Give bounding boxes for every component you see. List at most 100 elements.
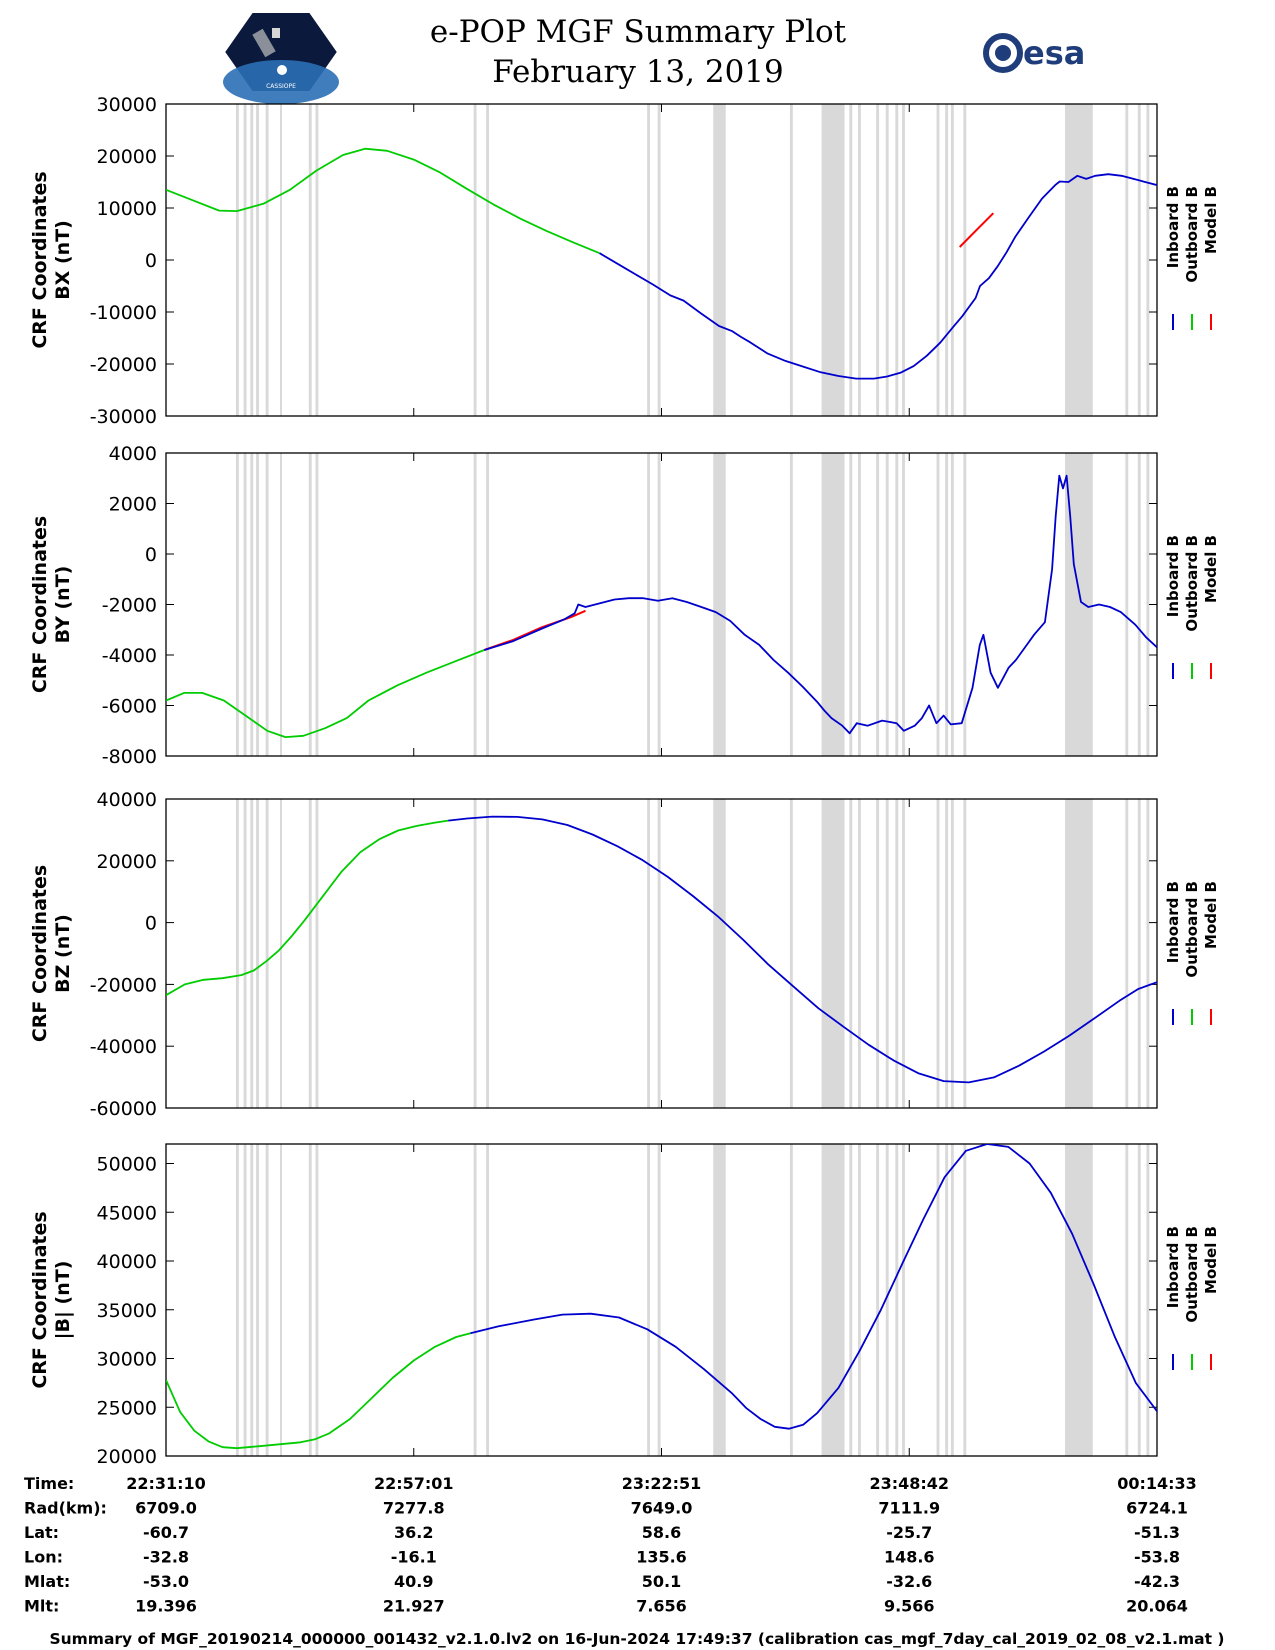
gap-band [885,799,889,1108]
table-cell: -32.8 [143,1548,189,1567]
legend-label: Inboard B [1164,1226,1182,1308]
gap-band [308,453,312,756]
y-tick-label: 0 [145,250,157,272]
table-cell: 22:31:10 [126,1474,206,1493]
panel-4: 50000 45000 40000 35000 30000 25000 20000 CRF C… [29,1143,1220,1468]
y-axis-label-line: |B| (nT) [52,1261,74,1340]
gap-band [1064,799,1093,1108]
gap-band [256,453,259,756]
legend-label: Model B [1202,1226,1220,1294]
y-tick-label: -20000 [90,974,157,996]
gap-band [789,104,793,416]
gap-band [945,1144,949,1456]
footer-caption: Summary of MGF_20190214_000000_001432_v2… [49,1630,1224,1648]
gap-band [1137,104,1141,416]
gap-band [1137,799,1141,1108]
gap-band [250,104,254,416]
table-cell: 6724.1 [1126,1499,1188,1518]
gap-band [945,799,949,1108]
gap-band [250,1144,254,1456]
gap-band [235,1144,239,1456]
gap-band [473,799,477,1108]
gap-band [647,1144,650,1456]
table-cell: 21.927 [383,1597,445,1616]
gap-band [895,799,899,1108]
gap-band [473,104,477,416]
gap-band [963,1144,967,1456]
y-axis-label-line: BZ (nT) [52,914,74,993]
legend-label: Model B [1202,186,1220,254]
y-tick-label: 30000 [97,1349,157,1371]
y-tick-label: -2000 [102,595,157,617]
inboard-b-line [599,173,1157,380]
gap-band [945,104,949,416]
y-tick-label: -60000 [90,1098,157,1120]
series-lines [166,147,1157,380]
gap-band [280,104,282,416]
y-axis-label-line: BX (nT) [52,220,74,300]
gap-band [1146,1144,1150,1456]
gap-band [1137,453,1141,756]
gap-band [713,453,726,756]
gap-band [1064,104,1093,416]
gap-band [657,104,661,416]
y-tick-label: 20000 [97,146,157,168]
y-tick-label: 20000 [97,1446,157,1468]
y-tick-label: 2000 [109,494,157,516]
y-axis-label-line: CRF Coordinates [29,171,51,348]
gap-band [849,799,853,1108]
gap-band [308,799,312,1108]
gap-band [713,799,726,1108]
plot-frame [165,103,1158,417]
y-axis-label-line: BY (nT) [52,566,74,644]
gap-band [647,453,650,756]
gap-band [1146,453,1150,756]
table-cell: -53.0 [143,1572,189,1591]
gap-band [885,104,889,416]
y-tick-label: 45000 [97,1202,157,1224]
plot-frame [165,798,1158,1109]
gap-band [857,453,861,756]
gap-band [936,104,940,416]
gap-band [950,104,954,416]
y-axis-label: CRF Coordinates|B| (nT) [29,1211,74,1388]
gap-band [857,1144,861,1456]
gap-band [1137,1144,1141,1456]
gap-band [256,1144,259,1456]
legend: Inboard B Outboard B Model B [1164,1226,1220,1370]
y-tick-label: -40000 [90,1036,157,1058]
panel-3: 40000 20000 0 -20000 -40000 -60000 CRF Coordin… [29,789,1220,1120]
gap-band [473,1144,477,1456]
gap-band [857,799,861,1108]
legend-label: Inboard B [1164,881,1182,963]
gap-band [486,799,489,1108]
gap-band [243,799,247,1108]
y-tick-label: -20000 [90,354,157,376]
gap-band [647,104,650,416]
table-cell: -25.7 [886,1523,932,1542]
gap-band [256,104,259,416]
table-cell: 7.656 [636,1597,687,1616]
y-axis-label: CRF CoordinatesBX (nT) [29,171,74,348]
outboard-b-line [166,147,600,255]
data-gaps [235,799,1150,1108]
gap-band [857,104,861,416]
gap-band [1125,104,1129,416]
gap-band [876,104,880,416]
gap-band [895,453,899,756]
gap-band [256,799,259,1108]
inboard-b-line [470,1144,1157,1430]
table-cell: 20.064 [1126,1597,1188,1616]
inboard-b-line [448,815,1157,1084]
gap-band [280,453,282,756]
plot-frame [165,1143,1158,1457]
y-tick-label: 10000 [97,198,157,220]
legend: Inboard B Outboard B Model B [1164,535,1220,679]
legend-label: Outboard B [1183,535,1201,632]
table-cell: 36.2 [394,1523,433,1542]
table-cell: 148.6 [884,1548,935,1567]
gap-band [486,104,489,416]
y-tick-label: 40000 [97,1251,157,1273]
y-tick-label: 35000 [97,1300,157,1322]
gap-band [821,453,845,756]
